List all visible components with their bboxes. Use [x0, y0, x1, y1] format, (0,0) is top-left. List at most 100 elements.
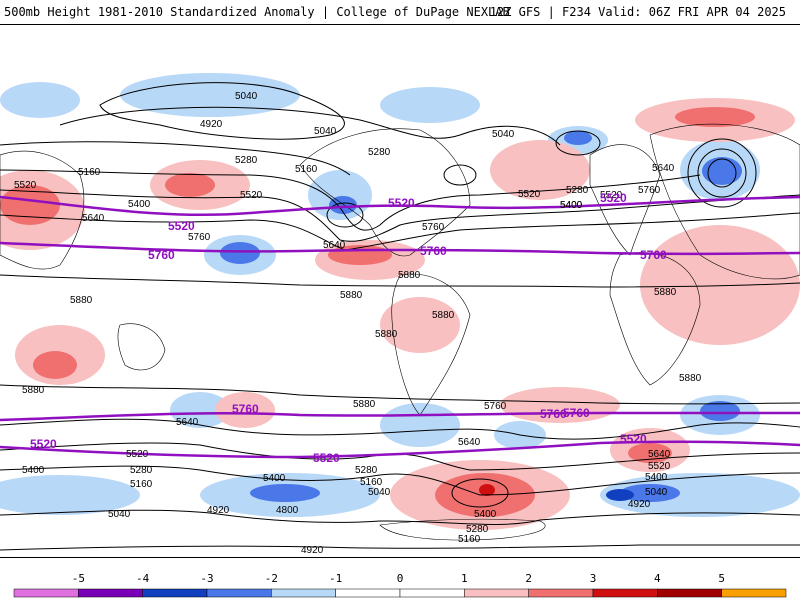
- contour-label: 5880: [340, 290, 363, 301]
- contour-line: [0, 384, 800, 405]
- model-valid-time: 12Z GFS | F234 Valid: 06Z FRI APR 04 202…: [489, 5, 786, 19]
- positive-anomaly-area: [640, 225, 800, 345]
- colorbar-segment: [13, 588, 79, 598]
- colorbar-segment: [464, 588, 529, 598]
- positive-anomaly-area: [215, 392, 275, 428]
- contour-label: 5520: [648, 461, 671, 472]
- contour-label: 5160: [295, 164, 318, 175]
- reference-label: 5760: [563, 406, 590, 420]
- contour-label: 5640: [648, 449, 671, 460]
- contour-label: 4920: [207, 505, 230, 516]
- contour-label: 5040: [368, 487, 391, 498]
- south-america-outline: [391, 273, 471, 416]
- europe-outline: [589, 144, 661, 256]
- reference-label: 5760: [232, 402, 259, 416]
- map-panel: 5040 4920 5040 5280 5160 5280 5040 5160 …: [0, 24, 800, 558]
- contour-label: 4800: [276, 505, 299, 516]
- positive-anomaly-area: [490, 140, 590, 200]
- colorbar-tick-label: 2: [525, 572, 532, 585]
- contour-label: 5160: [458, 534, 481, 545]
- contour-line: [0, 509, 800, 525]
- contour-line: [0, 544, 800, 551]
- contour-label: 5160: [78, 167, 101, 178]
- contour-label: 4920: [628, 499, 651, 510]
- reference-contour-5760-north: [0, 241, 800, 256]
- contour-label: 5040: [235, 91, 258, 102]
- reference-label: 5760: [540, 407, 567, 421]
- contour-line: [0, 465, 800, 496]
- negative-anomaly-core: [250, 484, 320, 502]
- reference-contour-5520-north: [0, 195, 800, 217]
- colorbar-segment: [78, 588, 143, 598]
- colorbar-tick-label: -3: [200, 572, 214, 585]
- colorbar-strip: [13, 588, 787, 598]
- negative-anomaly-area: [120, 73, 300, 117]
- negative-anomaly-area: [0, 475, 140, 515]
- colorbar-segment: [271, 588, 336, 598]
- colorbar-segment: [399, 588, 465, 598]
- contour-label: 5400: [263, 473, 286, 484]
- contour-label-layer: 5040 4920 5040 5280 5160 5280 5040 5160 …: [14, 91, 702, 556]
- contour-label: 5640: [82, 213, 105, 224]
- negative-anomaly-core: [329, 196, 357, 214]
- contour-label: 5880: [679, 373, 702, 384]
- contour-closed-low: [443, 164, 477, 186]
- contour-label: 5400: [560, 200, 583, 211]
- contour-label: 5280: [368, 147, 391, 158]
- contour-label: 5880: [70, 295, 93, 306]
- contour-label: 5400: [560, 200, 583, 211]
- positive-anomaly-strong: [479, 484, 495, 496]
- positive-anomaly-core: [33, 351, 77, 379]
- contour-label: 5520: [600, 190, 623, 201]
- map-title: 500mb Height 1981-2010 Standardized Anom…: [4, 5, 510, 19]
- contour-closed-high: [451, 478, 509, 508]
- colorbar-tick-label: 0: [396, 572, 404, 585]
- reference-label: 5760: [420, 244, 447, 258]
- negative-anomaly-area: [380, 87, 480, 123]
- reference-label: 5520: [313, 451, 340, 465]
- reference-label: 5520: [388, 196, 415, 210]
- africa-outline: [609, 252, 701, 386]
- contour-label: 4920: [301, 545, 324, 556]
- reference-label: 5520: [600, 191, 627, 205]
- reference-label-layer: 5520 5760 5520 5760 5520 5760 5760 5520 …: [30, 191, 667, 465]
- contour-line: [0, 189, 800, 242]
- contour-label: 5640: [458, 437, 481, 448]
- contour-label: 5040: [314, 126, 337, 137]
- colorbar-tick-label: -2: [264, 572, 278, 585]
- contour-label: 5880: [654, 287, 677, 298]
- reference-label: 5520: [620, 432, 647, 446]
- contour-label: 5520: [126, 449, 149, 460]
- height-contours: [0, 82, 800, 551]
- colorbar-legend: -5 -4 -3 -2 -1 0 1 2 3 4 5: [0, 572, 800, 600]
- reference-label: 5520: [30, 437, 57, 451]
- contour-label: 5880: [353, 399, 376, 410]
- anomaly-map: 5040 4920 5040 5280 5160 5280 5040 5160 …: [0, 25, 800, 557]
- contour-line: [59, 106, 561, 146]
- contour-line: [0, 274, 800, 288]
- negative-anomaly-core: [564, 131, 592, 145]
- negative-anomaly-core: [620, 484, 680, 502]
- contour-line: [0, 169, 701, 231]
- positive-anomaly-core: [0, 185, 60, 225]
- antarctica-outline: [379, 518, 546, 541]
- reference-label: 5760: [640, 248, 667, 262]
- colorbar-segment: [142, 588, 208, 598]
- contour-closed-low: [697, 148, 747, 198]
- contour-label: 5400: [22, 465, 45, 476]
- negative-anomaly-core: [700, 401, 740, 421]
- contour-label: 5640: [323, 240, 346, 251]
- colorbar-tick-label: 1: [461, 572, 468, 585]
- contour-label: 5040: [492, 129, 515, 140]
- contour-line: [0, 212, 800, 251]
- contour-label: 5280: [235, 155, 258, 166]
- reference-contours: [0, 195, 800, 459]
- contour-closed-low: [326, 202, 364, 228]
- colorbar-tick-label: 5: [718, 572, 725, 585]
- australia-outline: [117, 323, 166, 371]
- contour-line: [0, 141, 351, 176]
- contour-label: 5520: [14, 180, 37, 191]
- contour-label: 5400: [645, 472, 668, 483]
- contour-label: 5280: [466, 524, 489, 535]
- negative-anomaly-area: [0, 82, 80, 118]
